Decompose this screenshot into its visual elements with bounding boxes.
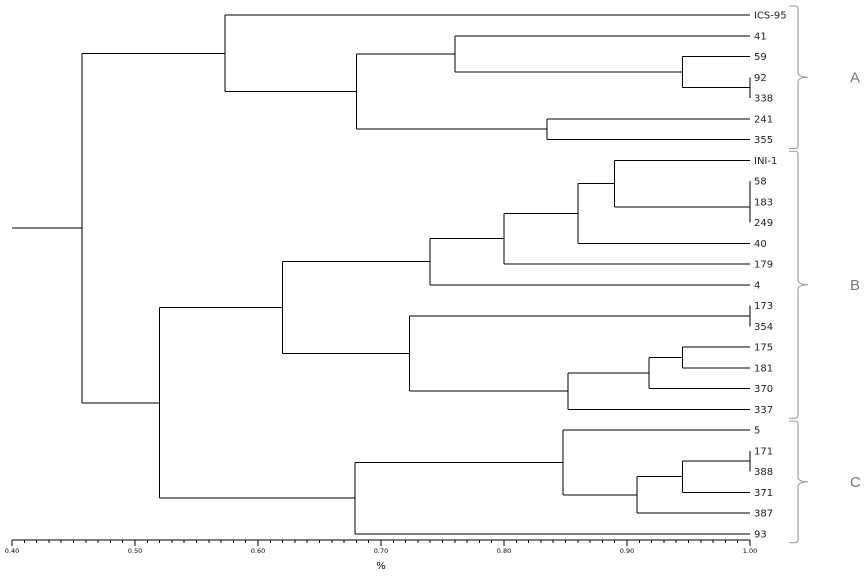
axis-ticks: 0.40 0.50 0.60 0.70 0.80 0.90 1.00 bbox=[5, 540, 757, 555]
leaf-label: ICS-95 bbox=[754, 11, 787, 22]
group-brace bbox=[789, 420, 809, 544]
leaf-label: 175 bbox=[754, 343, 773, 354]
leaf-label: 171 bbox=[754, 446, 773, 457]
axis-tick-label: 1.00 bbox=[743, 547, 757, 555]
axis-tick-label: 0.70 bbox=[374, 547, 388, 555]
axis-tick-label: 0.60 bbox=[251, 547, 265, 555]
leaf-label: 387 bbox=[754, 509, 773, 520]
axis-tick-label: 0.80 bbox=[497, 547, 511, 555]
dendrogram-branches bbox=[12, 14, 751, 535]
group-brace bbox=[789, 5, 809, 150]
cluster-groups: A B C bbox=[789, 5, 861, 544]
leaf-label: 338 bbox=[754, 94, 773, 105]
axis-tick-label: 0.40 bbox=[5, 547, 19, 555]
leaf-label: 173 bbox=[754, 301, 773, 312]
leaf-label: INI-1 bbox=[754, 156, 777, 167]
axis-tick-label: 0.50 bbox=[128, 547, 142, 555]
similarity-axis: 0.40 0.50 0.60 0.70 0.80 0.90 1.00 % bbox=[5, 539, 757, 572]
leaf-label: 93 bbox=[754, 529, 767, 540]
leaf-label: 183 bbox=[754, 197, 773, 208]
leaf-label: 41 bbox=[754, 31, 767, 42]
leaf-label: 241 bbox=[754, 114, 773, 125]
axis-tick-label: 0.90 bbox=[620, 547, 634, 555]
leaf-label: 337 bbox=[754, 405, 773, 416]
group-label: B bbox=[850, 277, 860, 294]
leaf-label: 179 bbox=[754, 260, 773, 271]
leaf-label: 355 bbox=[754, 135, 773, 146]
group-label: C bbox=[850, 474, 861, 491]
leaf-label: 58 bbox=[754, 177, 767, 188]
leaf-label: 5 bbox=[754, 426, 760, 437]
axis-title: % bbox=[376, 561, 386, 572]
leaf-label: 40 bbox=[754, 239, 767, 250]
leaf-label: 370 bbox=[754, 384, 773, 395]
leaf-label: 4 bbox=[754, 280, 760, 291]
group-brace bbox=[789, 150, 809, 419]
leaf-label: 92 bbox=[754, 73, 767, 84]
leaf-label: 371 bbox=[754, 488, 773, 499]
leaf-labels: ICS-95 41 59 92 338 241 355 INI-1 58 183 249 40 179 4… bbox=[754, 11, 787, 541]
leaf-label: 59 bbox=[754, 52, 767, 63]
leaf-label: 354 bbox=[754, 322, 773, 333]
leaf-label: 388 bbox=[754, 467, 773, 478]
leaf-label: 181 bbox=[754, 363, 773, 374]
group-label: A bbox=[850, 69, 860, 86]
leaf-label: 249 bbox=[754, 218, 773, 229]
